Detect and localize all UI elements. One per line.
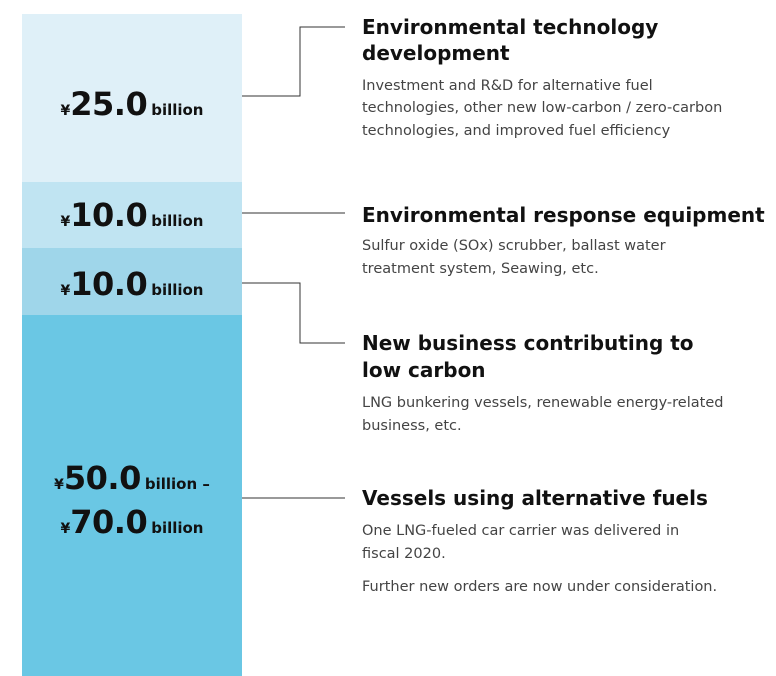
segment: ¥10.0 billion — [22, 248, 242, 315]
item-description: technologies, other new low-carbon / zer… — [362, 100, 723, 116]
amount-label: ¥25.0 billion — [22, 88, 242, 120]
item-description: Sulfur oxide (SOx) scrubber, ballast wat… — [362, 238, 666, 254]
item-description: treatment system, Seawing, etc. — [362, 261, 599, 277]
item-description: Investment and R&D for alternative fuel — [362, 78, 653, 94]
unit: billion — [151, 519, 204, 537]
unit: billion — [151, 101, 204, 119]
item-description: Further new orders are now under conside… — [362, 579, 718, 595]
item-description: technologies, and improved fuel efficien… — [362, 123, 671, 139]
amount-label: ¥10.0 billion — [22, 268, 242, 300]
item-title: Environmental technology — [362, 15, 659, 39]
unit: billion — [151, 281, 204, 299]
connector — [242, 26, 345, 97]
amount-label: ¥50.0 billion – — [22, 462, 242, 494]
amount: 10.0 — [70, 265, 148, 303]
currency: ¥ — [60, 103, 71, 119]
item-description: fiscal 2020. — [362, 546, 446, 562]
item-description: business, etc. — [362, 418, 462, 434]
amount: 10.0 — [70, 196, 148, 234]
item-title: New business contributing to — [362, 331, 694, 355]
unit: billion – — [144, 475, 210, 493]
currency: ¥ — [60, 521, 71, 537]
item-title: Environmental response equipment — [362, 203, 765, 227]
item-description: One LNG-fueled car carrier was delivered… — [362, 523, 680, 539]
currency: ¥ — [60, 283, 71, 299]
amount: 70.0 — [70, 503, 148, 541]
segment: ¥10.0 billion — [22, 182, 242, 248]
amount-label: ¥70.0 billion — [22, 506, 242, 538]
item-title: development — [362, 41, 510, 65]
currency: ¥ — [60, 214, 71, 230]
amount: 50.0 — [63, 459, 141, 497]
connector — [242, 282, 345, 344]
currency: ¥ — [54, 477, 64, 493]
item-title: Vessels using alternative fuels — [362, 486, 708, 510]
unit: billion — [151, 212, 204, 230]
amount-label: ¥10.0 billion — [22, 199, 242, 231]
amount: 25.0 — [70, 85, 148, 123]
segment: ¥50.0 billion – ¥70.0 billion — [22, 315, 242, 676]
item-title: low carbon — [362, 358, 486, 382]
item-description: LNG bunkering vessels, renewable energy-… — [362, 395, 724, 411]
segment: ¥25.0 billion — [22, 14, 242, 182]
